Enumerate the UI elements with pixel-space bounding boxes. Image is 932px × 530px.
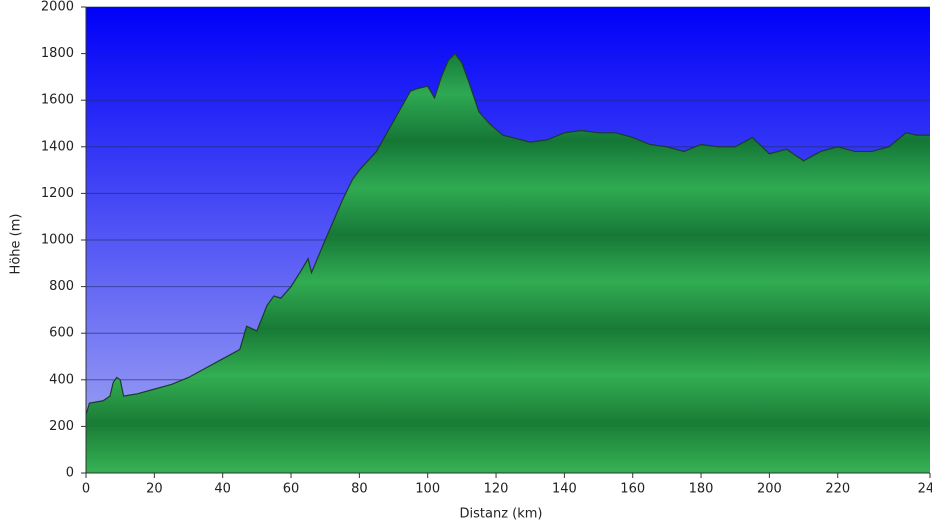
- y-tick-label: 1600: [41, 93, 74, 108]
- x-tick-label: 180: [689, 482, 714, 497]
- x-tick-label: 20: [146, 482, 163, 497]
- x-tick-label: 80: [351, 482, 368, 497]
- x-tick-label: 200: [757, 482, 782, 497]
- y-axis-label: Höhe (m): [9, 214, 24, 275]
- y-tick-label: 2000: [41, 0, 74, 15]
- elevation-profile: [85, 52, 930, 415]
- x-tick-label: 120: [484, 482, 509, 497]
- y-tick-label: 1000: [41, 233, 74, 248]
- x-tick-label: 60: [283, 482, 300, 497]
- y-tick-label: 1400: [41, 139, 74, 154]
- y-tick-label: 200: [49, 419, 74, 434]
- x-tick-label: 160: [620, 482, 645, 497]
- y-tick-label: 400: [49, 372, 74, 387]
- x-tick-label: 140: [552, 482, 577, 497]
- y-tick-label: 600: [49, 326, 74, 341]
- y-tick-label: 800: [49, 279, 74, 294]
- x-tick-label: 0: [82, 482, 90, 497]
- x-tick-label: 100: [415, 482, 440, 497]
- x-axis-label: Distanz (km): [460, 507, 543, 522]
- y-tick-label: 1800: [41, 46, 74, 61]
- y-tick-label: 1200: [41, 186, 74, 201]
- y-tick-label: 0: [66, 466, 74, 481]
- x-tick-label: 220: [825, 482, 850, 497]
- x-tick-label: 40: [214, 482, 231, 497]
- x-tick-label: 247: [918, 482, 932, 497]
- area-fill: [86, 53, 930, 473]
